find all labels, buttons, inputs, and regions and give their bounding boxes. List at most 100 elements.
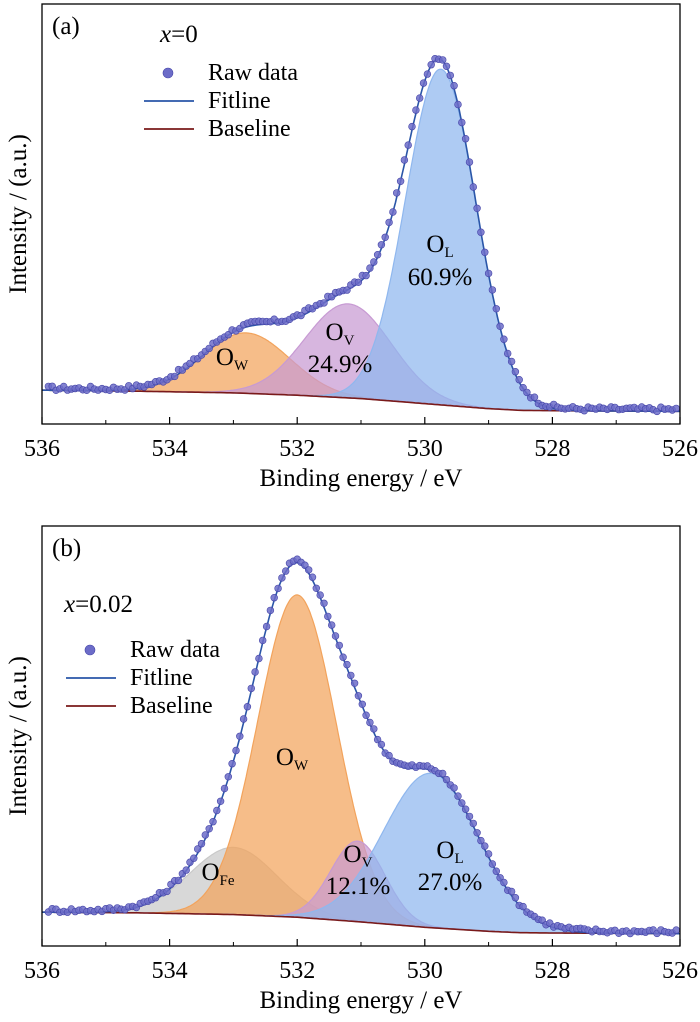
peak-label-o-w: OW — [276, 744, 309, 774]
legend-label: Raw data — [130, 637, 220, 663]
raw-data-point — [389, 208, 397, 216]
peak-percent-o-l: 27.0% — [418, 869, 483, 896]
raw-data-point — [320, 299, 328, 307]
raw-data-point — [488, 286, 497, 294]
raw-data-point — [366, 264, 374, 272]
raw-data-point — [320, 599, 328, 607]
raw-data-point — [381, 233, 389, 242]
raw-data-point — [331, 632, 340, 640]
raw-data-point — [458, 799, 466, 807]
baseline-line — [42, 911, 680, 935]
raw-data-point — [500, 878, 508, 887]
raw-data-point — [511, 893, 520, 902]
raw-data-point — [427, 60, 435, 69]
raw-data-point — [408, 122, 416, 131]
x-tick-label: 534 — [152, 436, 188, 462]
peak-percent-o-l: 60.9% — [408, 264, 473, 291]
raw-data-point — [224, 773, 233, 781]
raw-data-point — [439, 769, 447, 778]
raw-data-point — [454, 100, 462, 109]
x-tick-label: 526 — [662, 436, 698, 462]
raw-data-point — [373, 735, 382, 744]
raw-data-point — [393, 189, 401, 197]
raw-data-point — [251, 668, 259, 676]
raw-data-point — [358, 700, 366, 708]
raw-data-point — [523, 388, 531, 397]
raw-data-point — [672, 926, 680, 934]
raw-data-point — [270, 593, 278, 602]
raw-data-point — [182, 866, 190, 874]
raw-data-point — [350, 679, 359, 687]
raw-data-point — [343, 286, 351, 294]
chart-panel-b: 536 534 532 530 528 526 Binding energy / eV Int… — [5, 525, 698, 1014]
legend-marker-raw — [162, 67, 174, 79]
raw-data-point — [194, 845, 202, 853]
peak-label-o-v: OV — [344, 841, 373, 871]
x-axis-label: Binding energy / eV — [260, 987, 463, 1014]
legend-label: Fitline — [130, 665, 193, 691]
raw-data-point — [446, 71, 454, 80]
raw-data-point — [439, 56, 447, 64]
raw-data-point — [343, 660, 351, 669]
raw-data-point — [492, 867, 500, 875]
raw-data-series — [44, 555, 680, 938]
raw-data-point — [297, 311, 305, 320]
raw-data-point — [672, 404, 680, 413]
raw-data-point — [396, 177, 405, 186]
plot-area — [42, 54, 680, 416]
legend-label: Fitline — [208, 88, 271, 114]
raw-data-point — [473, 204, 481, 213]
peak-label-o-v: OV — [326, 319, 355, 349]
raw-data-point — [274, 584, 282, 593]
y-axis-label: Intensity / (a.u.) — [5, 134, 32, 294]
raw-data-point — [236, 732, 244, 740]
x-tick-label: 536 — [24, 436, 60, 462]
raw-data-point — [308, 573, 317, 581]
raw-data-point — [171, 372, 179, 381]
x-tick-label: 536 — [24, 958, 60, 984]
raw-data-point — [255, 654, 263, 663]
raw-data-point — [469, 183, 477, 191]
raw-data-point — [201, 831, 210, 839]
raw-data-point — [220, 784, 229, 793]
x-tick-label: 526 — [662, 958, 698, 984]
peak-label-o-l: OL — [436, 837, 463, 867]
raw-data-point — [316, 591, 324, 599]
raw-data-point — [454, 792, 462, 800]
panel-label: (b) — [52, 535, 81, 562]
raw-data-point — [324, 612, 332, 621]
y-axis-label: Intensity / (a.u.) — [5, 656, 32, 816]
raw-data-point — [278, 574, 286, 582]
raw-data-point — [416, 94, 424, 102]
raw-data-point — [442, 62, 451, 71]
legend-label: Raw data — [208, 60, 298, 86]
raw-data-point — [312, 584, 320, 592]
raw-data-point — [262, 622, 271, 631]
raw-data-point — [239, 715, 248, 723]
legend-label: Baseline — [208, 116, 291, 142]
raw-data-point — [205, 344, 213, 353]
x-axis-label: Binding energy / eV — [260, 465, 463, 492]
raw-data-point — [373, 251, 382, 259]
raw-data-point — [354, 278, 363, 286]
raw-data-point — [419, 79, 428, 87]
raw-data-point — [450, 784, 458, 792]
raw-data-point — [507, 357, 516, 366]
raw-data-point — [216, 797, 225, 805]
raw-data-point — [232, 746, 240, 755]
raw-data-point — [515, 376, 523, 384]
raw-data-series — [44, 54, 680, 416]
peak-percent-o-v: 24.9% — [308, 351, 373, 378]
raw-data-point — [213, 806, 221, 815]
raw-data-point — [328, 621, 336, 629]
raw-data-point — [370, 725, 378, 733]
raw-data-point — [197, 839, 206, 848]
raw-data-point — [423, 70, 432, 78]
raw-data-point — [247, 684, 256, 693]
legend-label: Baseline — [130, 693, 213, 719]
raw-data-point — [259, 636, 267, 645]
raw-data-point — [412, 106, 420, 114]
legend-marker-raw — [84, 644, 96, 656]
